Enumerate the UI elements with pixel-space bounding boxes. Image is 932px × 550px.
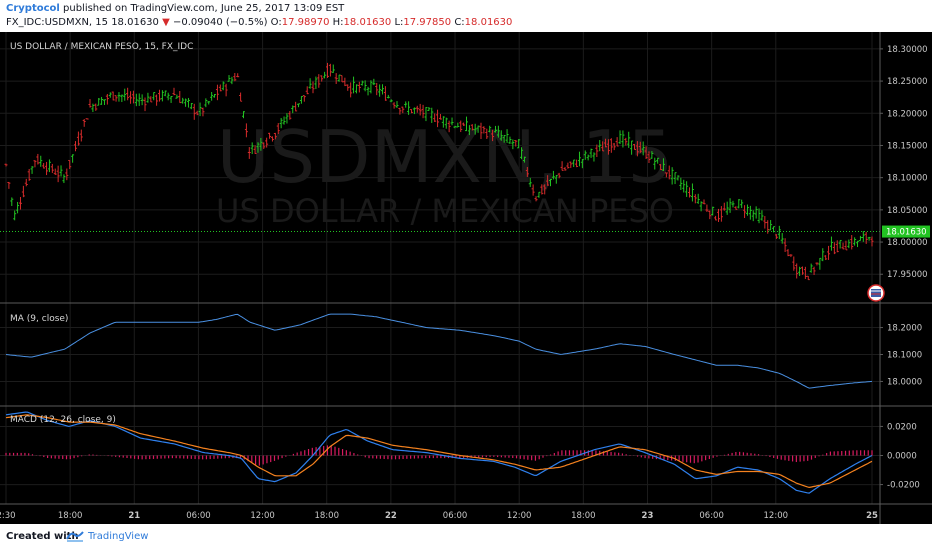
watermark-name: US DOLLAR / MEXICAN PESO <box>216 192 674 230</box>
x-tick-label: 22 <box>385 511 397 521</box>
price-change: −0.09040 (−0.5%) <box>169 17 268 28</box>
tradingview-link[interactable]: TradingView <box>88 531 149 542</box>
low-value: 17.97850 <box>403 17 452 28</box>
y-tick-label: -0.0200 <box>887 481 920 491</box>
chart-canvas[interactable]: USDMXN, 15 US DOLLAR / MEXICAN PESO US D… <box>0 32 932 524</box>
tradingview-logo-icon <box>66 531 84 542</box>
y-tick-label: 18.2000 <box>887 324 922 334</box>
open-label: O: <box>270 17 282 28</box>
ma-line <box>5 313 873 389</box>
publish-line: Cryptocol published on TradingView.com, … <box>6 3 344 14</box>
symbol-line: FX_IDC:USDMXN, 15 18.01630 ▼ −0.09040 (−… <box>6 17 512 28</box>
y-tick-label: 0.0200 <box>887 422 917 432</box>
close-label: C: <box>454 17 465 28</box>
published-text: published on TradingView.com, June 25, 2… <box>59 3 345 14</box>
x-tick-label: 06:00 <box>186 511 211 521</box>
macd-line <box>5 411 873 494</box>
y-tick-label: 0.0000 <box>887 452 917 462</box>
x-tick-label: 25 <box>866 511 878 521</box>
symbol-price: FX_IDC:USDMXN, 15 18.01630 <box>6 17 159 28</box>
high-label: H: <box>332 17 344 28</box>
x-tick-label: 18:00 <box>314 511 339 521</box>
created-with-label: Created with <box>6 531 79 542</box>
x-tick-label: 12:00 <box>764 511 789 521</box>
x-tick-label: 2:30 <box>0 511 16 521</box>
x-tick-label: 12:00 <box>250 511 275 521</box>
chart-area[interactable]: USDMXN, 15 US DOLLAR / MEXICAN PESO US D… <box>0 32 932 524</box>
price-pane-title: US DOLLAR / MEXICAN PESO, 15, FX_IDC <box>10 42 193 52</box>
macd-pane-title: MACD (12, 26, close, 9) <box>10 415 116 425</box>
x-tick-label: 06:00 <box>443 511 468 521</box>
chart-header: Cryptocol published on TradingView.com, … <box>0 0 932 32</box>
x-tick-label: 21 <box>128 511 140 521</box>
x-tick-label: 18:00 <box>58 511 83 521</box>
footer: Created with TradingView <box>0 524 932 550</box>
flag-icon[interactable] <box>867 284 885 302</box>
y-tick-label: 17.95000 <box>887 270 928 280</box>
y-tick-label: 18.1000 <box>887 351 922 361</box>
y-tick-label: 18.00000 <box>887 238 928 248</box>
open-value: 17.98970 <box>281 17 330 28</box>
x-tick-label: 06:00 <box>699 511 724 521</box>
signal-line <box>5 414 873 489</box>
last-price-label: 18.01630 <box>886 228 927 238</box>
x-tick-label: 18:00 <box>571 511 596 521</box>
down-arrow-icon: ▼ <box>162 17 170 28</box>
y-tick-label: 18.0000 <box>887 377 922 387</box>
author-link[interactable]: Cryptocol <box>6 3 60 14</box>
y-tick-label: 18.20000 <box>887 109 928 119</box>
y-tick-label: 18.10000 <box>887 174 928 184</box>
y-tick-label: 18.15000 <box>887 141 928 151</box>
low-label: L: <box>394 17 404 28</box>
ma-pane-title: MA (9, close) <box>10 314 68 324</box>
last-price-badge <box>882 225 930 238</box>
high-value: 18.01630 <box>343 17 392 28</box>
x-tick-label: 23 <box>642 511 654 521</box>
y-tick-label: 18.05000 <box>887 206 928 216</box>
close-value: 18.01630 <box>464 17 513 28</box>
x-tick-label: 12:00 <box>507 511 532 521</box>
y-tick-label: 18.30000 <box>887 45 928 55</box>
y-tick-label: 18.25000 <box>887 77 928 87</box>
watermark-symbol: USDMXN, 15 <box>217 115 674 199</box>
